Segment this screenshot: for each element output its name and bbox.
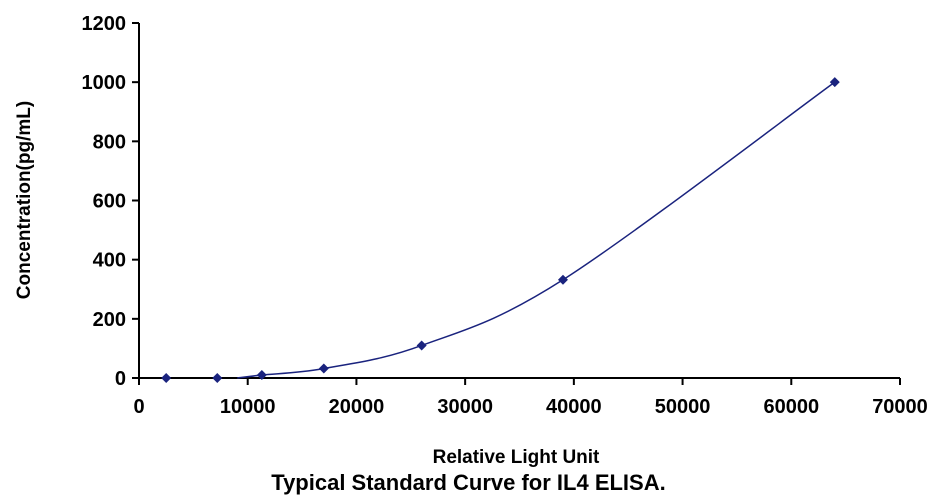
x-tick-label: 20000 xyxy=(329,396,385,418)
chart-caption: Typical Standard Curve for IL4 ELISA. xyxy=(271,470,666,495)
x-tick-label: 70000 xyxy=(872,396,928,418)
fit-curve xyxy=(237,81,836,379)
y-axis-title: Concentration(pg/mL) xyxy=(14,101,35,299)
x-tick-label: 0 xyxy=(133,396,144,418)
x-tick-label: 60000 xyxy=(763,396,819,418)
data-point xyxy=(161,373,172,383)
x-axis-ticks: 0 10000 20000 30000 40000 50000 60000 70000 xyxy=(133,378,928,418)
y-tick-label: 600 xyxy=(93,191,126,213)
data-points-layer xyxy=(161,77,840,383)
data-point xyxy=(416,340,427,351)
y-tick-label: 800 xyxy=(93,131,126,153)
x-tick-label: 40000 xyxy=(546,396,602,418)
data-point xyxy=(557,274,568,285)
y-tick-label: 400 xyxy=(93,250,126,272)
y-axis-ticks: 0 200 400 600 800 1000 1200 xyxy=(82,13,139,390)
chart: 0 10000 20000 30000 40000 50000 60000 70000 0 20… xyxy=(14,13,928,468)
y-tick-label: 1000 xyxy=(82,72,127,94)
data-point xyxy=(318,363,329,374)
x-tick-label: 30000 xyxy=(437,396,493,418)
x-axis-title: Relative Light Unit xyxy=(433,447,600,468)
data-point xyxy=(256,370,267,381)
data-point xyxy=(212,373,223,383)
y-tick-label: 200 xyxy=(93,309,126,331)
axes xyxy=(138,23,900,379)
fit-curve-layer xyxy=(237,81,836,379)
x-tick-label: 10000 xyxy=(220,396,276,418)
x-tick-label: 50000 xyxy=(655,396,711,418)
y-tick-label: 1200 xyxy=(82,13,127,35)
data-point xyxy=(829,77,840,88)
y-tick-label: 0 xyxy=(115,368,126,390)
